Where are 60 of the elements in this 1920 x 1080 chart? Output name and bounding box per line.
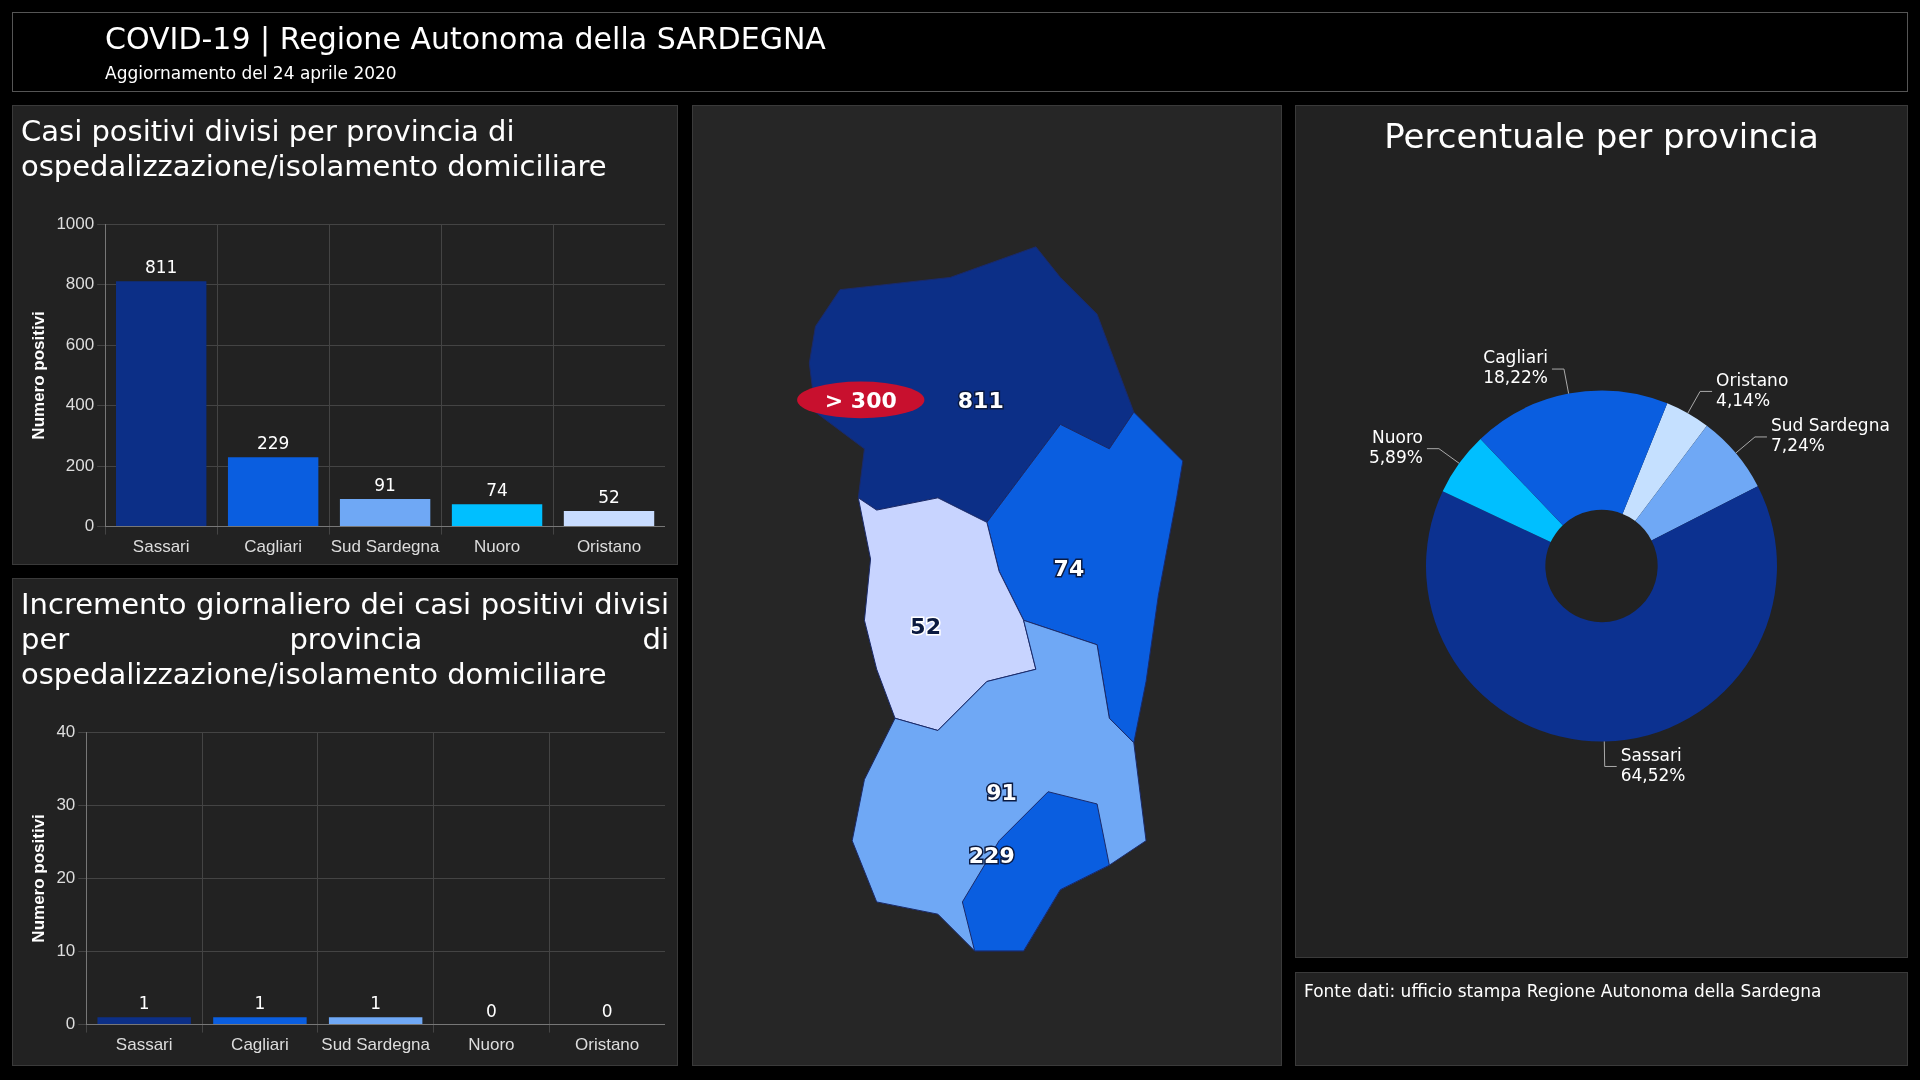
x-tick-label: Cagliari xyxy=(231,1035,289,1055)
data-label: 18,22% xyxy=(1483,367,1548,388)
y-axis-title: Numero positivi xyxy=(28,311,48,440)
source-note: Fonte dati: ufficio stampa Regione Autonoma della Sardegna xyxy=(1303,980,1823,1003)
data-label: 1 xyxy=(254,993,266,1014)
data-label: 811 xyxy=(957,387,1004,413)
slice-label: Oristano xyxy=(1716,369,1789,390)
y-tick-label: 40 xyxy=(56,721,76,741)
data-label: 0 xyxy=(485,1000,497,1021)
bar xyxy=(451,504,543,527)
chart-title: Incremento giornaliero dei casi positivi divisi per provincia di ospedalizzazione/isolamento domiciliare xyxy=(20,586,670,692)
x-tick-label: Nuoro xyxy=(473,537,521,557)
data-label: 0 xyxy=(601,1000,613,1021)
data-label: 52 xyxy=(598,486,620,507)
bar xyxy=(339,499,431,527)
text: > 300 xyxy=(824,387,897,413)
y-tick-label: 400 xyxy=(65,395,95,415)
data-label: 811 xyxy=(144,257,178,278)
y-tick-label: 20 xyxy=(56,868,76,888)
data-label: 91 xyxy=(374,475,396,495)
x-tick-label: Oristano xyxy=(575,1035,640,1055)
data-label: 91 xyxy=(986,779,1017,805)
data-label: 64,52% xyxy=(1620,764,1686,785)
chart-title: Casi positivi divisi per provincia di ospedalizzazione/isolamento domiciliare xyxy=(20,113,608,184)
bar xyxy=(227,457,319,527)
x-tick-label: Oristano xyxy=(576,537,642,557)
data-label: 52 xyxy=(910,614,941,640)
bar xyxy=(115,281,207,527)
y-tick-label: 800 xyxy=(65,274,95,294)
y-axis-title: Numero positivi xyxy=(28,814,48,943)
slice-label: Sassari xyxy=(1620,744,1682,765)
x-tick-label: Sassari xyxy=(115,1035,173,1055)
y-tick-label: 200 xyxy=(65,455,95,475)
x-tick-label: Sassari xyxy=(132,537,190,557)
y-tick-label: 30 xyxy=(56,794,76,814)
x-tick-label: Cagliari xyxy=(244,537,302,557)
slice-label: Sud Sardegna xyxy=(1770,415,1890,436)
data-label: 229 xyxy=(968,843,1015,869)
chart-title: Percentuale per provincia xyxy=(1383,115,1820,156)
bar xyxy=(563,510,655,527)
x-tick-label: Sud Sardegna xyxy=(330,537,440,557)
data-label: 74 xyxy=(486,480,508,501)
y-tick-label: 0 xyxy=(84,516,95,536)
y-tick-label: 1000 xyxy=(56,213,95,233)
text: Aggiornamento del 24 aprile 2020 xyxy=(105,63,397,83)
data-label: 74 xyxy=(1053,555,1085,581)
x-tick-label: Nuoro xyxy=(468,1035,515,1055)
data-label: 1 xyxy=(370,993,382,1014)
y-tick-label: 10 xyxy=(56,941,76,961)
text: COVID-19 | Regione Autonoma della SARDEGNA xyxy=(105,21,826,56)
y-tick-label: 600 xyxy=(65,334,95,354)
data-label: 7,24% xyxy=(1770,435,1825,456)
slice-label: Cagliari xyxy=(1483,347,1548,368)
data-label: 5,89% xyxy=(1368,447,1423,468)
x-tick-label: Sud Sardegna xyxy=(321,1035,431,1055)
data-label: 4,14% xyxy=(1716,389,1771,410)
y-tick-label: 0 xyxy=(65,1014,76,1034)
slice-label: Nuoro xyxy=(1371,427,1423,448)
data-label: 1 xyxy=(138,993,150,1014)
data-label: 229 xyxy=(256,433,290,454)
